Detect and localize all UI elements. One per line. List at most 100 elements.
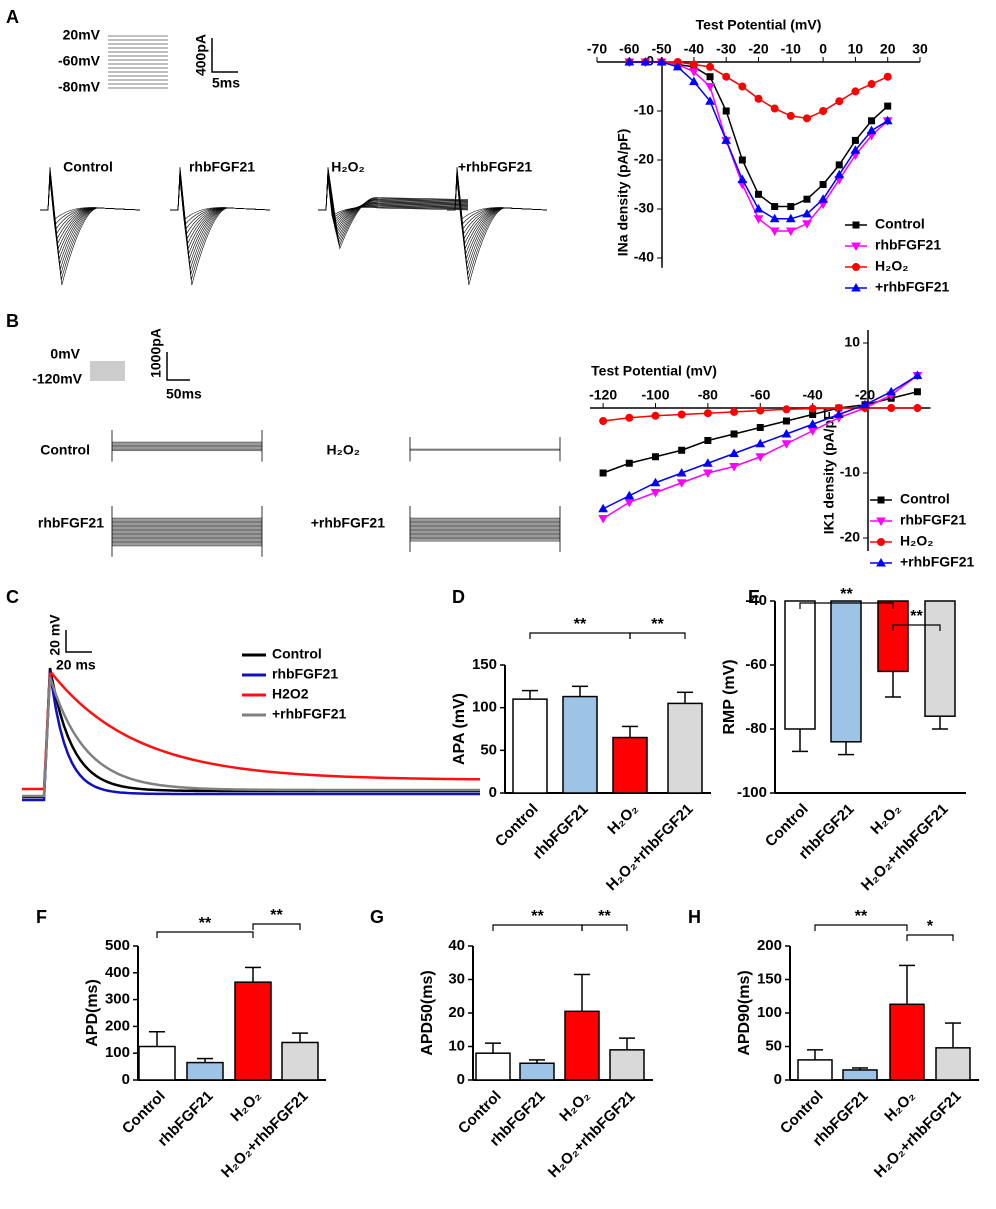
bar: [281, 1041, 319, 1081]
marker: [803, 195, 811, 203]
significance-bracket: [814, 924, 908, 931]
y-tick-label: 20: [448, 1004, 465, 1021]
bar: [784, 600, 816, 730]
marker: [755, 453, 766, 462]
y-axis-title: APA (mV): [451, 693, 468, 765]
y-tick-label: 200: [757, 937, 782, 954]
marker: [689, 76, 699, 86]
x-tick-label: Control: [492, 801, 542, 851]
significance-bracket: [799, 602, 894, 609]
marker: [912, 370, 923, 379]
x-tick-label: -20: [748, 41, 768, 57]
marker: [769, 213, 780, 223]
marker: [672, 61, 683, 71]
marker: [737, 174, 748, 184]
bar: [667, 702, 703, 794]
y-tick-label: 50: [480, 741, 497, 758]
legend-label: +rhbFGF21: [900, 554, 975, 570]
y-tick-label: 0: [774, 1071, 782, 1088]
x-tick-label: -100: [641, 387, 669, 403]
bar: [797, 1059, 833, 1081]
marker: [770, 104, 779, 113]
marker: [802, 114, 811, 123]
panel-label: C: [6, 587, 19, 607]
marker: [755, 438, 766, 448]
marker: [851, 242, 861, 252]
x-tick-label: -10: [781, 41, 801, 57]
significance-label: *: [927, 918, 934, 935]
y-axis-title: INa density (pA/pF): [615, 129, 631, 257]
y-tick-label: 150: [757, 970, 782, 987]
x-tick-label: -70: [587, 41, 607, 57]
significance-label: **: [199, 915, 212, 932]
trace: [170, 168, 271, 276]
bar: [562, 695, 598, 794]
protocol-label: 0mV: [50, 346, 80, 362]
marker: [802, 220, 812, 229]
marker: [650, 477, 661, 487]
marker: [599, 417, 608, 425]
marker: [818, 194, 828, 203]
trace: [40, 168, 141, 276]
x-tick-label: -60: [750, 387, 770, 403]
x-tick-label: H₂O₂+rhbFGF21: [218, 1088, 312, 1182]
marker: [781, 440, 792, 449]
marker: [651, 453, 659, 461]
marker: [754, 94, 763, 103]
significance-bracket: [629, 632, 686, 639]
y-tick-label: 500: [105, 937, 130, 954]
bar: [234, 981, 272, 1081]
y-tick-label: 50: [765, 1037, 782, 1054]
significance-bracket: [252, 923, 301, 930]
scale-label: 20 mV: [47, 614, 63, 656]
marker: [851, 136, 859, 144]
significance-label: **: [531, 908, 544, 925]
panel-label: B: [6, 311, 19, 331]
marker: [860, 399, 870, 409]
marker: [883, 72, 892, 81]
marker: [625, 459, 633, 467]
significance-label: **: [910, 608, 923, 625]
y-tick-label: 0: [489, 784, 497, 801]
y-tick-label: -100: [737, 784, 767, 801]
marker: [771, 203, 779, 211]
y-tick-label: 100: [105, 1044, 130, 1061]
y-tick-label: -60: [745, 656, 767, 673]
trace: [22, 670, 480, 802]
marker: [819, 181, 827, 188]
marker: [677, 410, 686, 419]
marker: [785, 227, 796, 237]
marker: [703, 409, 712, 418]
bar: [512, 698, 548, 794]
marker: [787, 203, 795, 211]
scale-label: 5ms: [212, 75, 240, 91]
y-tick-label: -10: [840, 464, 860, 480]
bar: [935, 1047, 971, 1081]
y-tick-label: -80: [745, 720, 767, 737]
trace-label: Control: [40, 442, 90, 458]
marker: [625, 413, 634, 422]
marker: [598, 503, 608, 513]
marker: [782, 417, 790, 425]
marker: [852, 221, 860, 229]
marker: [868, 117, 876, 125]
marker: [852, 263, 860, 271]
y-tick-label: -20: [634, 151, 654, 167]
panel-label: F: [36, 907, 47, 927]
y-tick-label: -20: [840, 529, 860, 545]
legend-label: H₂O₂: [900, 533, 933, 549]
significance-label: **: [270, 907, 283, 924]
x-tick-label: H₂O₂: [227, 1088, 264, 1125]
series-line: [629, 61, 889, 120]
y-tick-label: 0: [457, 1071, 465, 1088]
x-tick-label: H₂O₂: [881, 1088, 918, 1125]
marker: [884, 102, 892, 110]
x-tick-label: -60: [619, 41, 639, 57]
x-tick-label: -40: [803, 387, 823, 403]
marker: [886, 386, 897, 396]
x-tick-label: H₂O₂+rhbFGF21: [858, 801, 952, 895]
trace: [22, 676, 480, 798]
x-tick-label: -50: [651, 41, 671, 57]
scale-bar: [65, 630, 92, 653]
marker: [786, 111, 795, 120]
